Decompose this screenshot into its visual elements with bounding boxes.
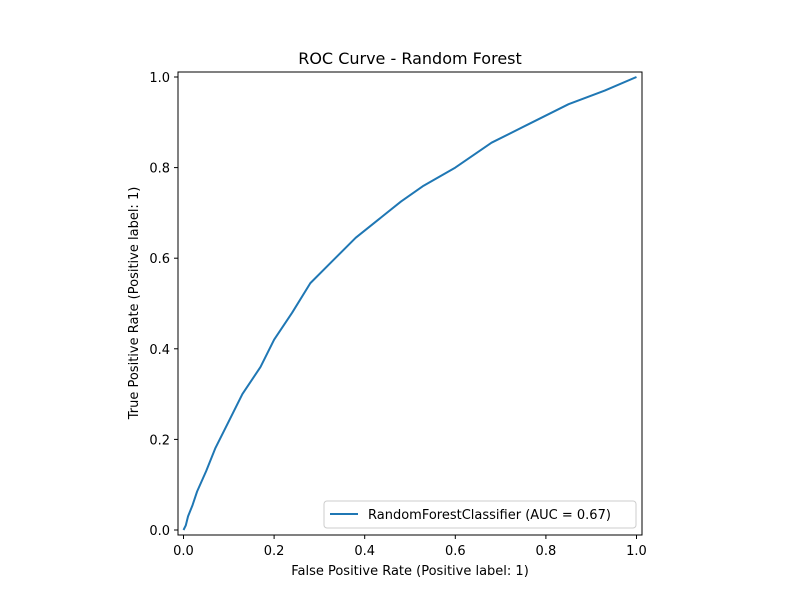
y-tick-label: 1.0 (149, 71, 170, 86)
axes-frame (177, 71, 643, 536)
legend-label: RandomForestClassifier (AUC = 0.67) (368, 508, 611, 523)
x-tick-label: 1.0 (626, 544, 647, 559)
y-tick-label: 0.4 (149, 343, 170, 358)
x-tick-label: 0.4 (354, 544, 375, 559)
chart-title: ROC Curve - Random Forest (298, 49, 522, 68)
x-tick-label: 0.2 (264, 544, 285, 559)
y-axis-ticks: 0.0 0.2 0.4 0.6 0.8 1.0 (149, 71, 178, 539)
series-layer (182, 76, 637, 531)
x-tick-label: 0.6 (445, 544, 466, 559)
roc-curve-line (182, 76, 637, 531)
y-tick-label: 0.8 (149, 162, 170, 177)
y-tick-label: 0.0 (149, 524, 170, 539)
y-tick-label: 0.2 (149, 433, 170, 448)
y-axis-label: True Positive Rate (Positive label: 1) (127, 187, 142, 421)
x-tick-label: 0.0 (173, 544, 194, 559)
plot-area (177, 71, 643, 536)
y-tick-label: 0.6 (149, 252, 170, 267)
x-tick-label: 0.8 (536, 544, 557, 559)
legend: RandomForestClassifier (AUC = 0.67) (323, 500, 637, 529)
legend-box (323, 500, 637, 529)
x-axis-ticks: 0.0 0.2 0.4 0.6 0.8 1.0 (173, 535, 647, 559)
x-axis-label: False Positive Rate (Positive label: 1) (291, 564, 529, 579)
